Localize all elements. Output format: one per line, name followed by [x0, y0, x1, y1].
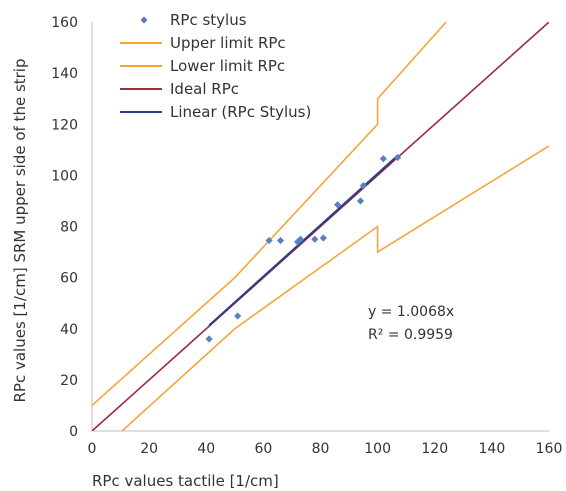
y-tick-label: 140 — [51, 66, 78, 82]
data-point — [379, 155, 387, 163]
data-point — [294, 238, 302, 246]
data-point — [394, 153, 402, 162]
legend-label: Lower limit RPc — [170, 57, 285, 75]
data-point — [265, 236, 273, 245]
legend-marker — [140, 16, 148, 24]
x-tick-label: 80 — [312, 441, 330, 457]
y-tick-label: 120 — [51, 117, 78, 133]
data-point — [276, 236, 285, 245]
series-line-4 — [208, 154, 399, 327]
y-tick-label: 60 — [60, 271, 78, 287]
x-tick-label: 160 — [536, 441, 563, 457]
y-tick-label: 40 — [60, 322, 78, 338]
data-point — [296, 235, 305, 243]
data-point — [311, 235, 319, 243]
y-tick-label: 160 — [51, 15, 78, 31]
y-tick-label: 0 — [69, 424, 78, 440]
y-tick-label: 100 — [51, 168, 78, 184]
data-point — [205, 335, 213, 343]
x-tick-label: 140 — [479, 441, 506, 457]
r-squared-label: R² = 0.9959 — [368, 327, 453, 343]
x-tick-label: 120 — [421, 441, 448, 457]
y-tick-label: 20 — [60, 373, 78, 389]
data-point — [356, 197, 365, 205]
x-tick-label: 20 — [140, 441, 158, 457]
x-tick-label: 0 — [88, 441, 97, 457]
series-points — [205, 153, 402, 343]
axes — [91, 22, 549, 432]
series-line-1 — [92, 22, 447, 407]
data-point — [319, 234, 327, 242]
x-tick-labels: 0 20 40 60 80 100 120 140 160 — [88, 441, 563, 457]
y-tick-labels: 0 20 40 60 80 100 120 140 160 — [51, 15, 78, 440]
data-point — [334, 201, 342, 209]
regression-equation: y = 1.0068x — [368, 304, 454, 320]
x-tick-label: 40 — [197, 441, 215, 457]
x-tick-label: 60 — [254, 441, 272, 457]
legend-label: Linear (RPc Stylus) — [170, 103, 311, 121]
y-tick-label: 80 — [60, 220, 78, 236]
series-lines — [92, 22, 549, 431]
y-axis-label: RPc values [1/cm] SRM upper side of the … — [11, 59, 29, 403]
legend-label: Upper limit RPc — [170, 34, 286, 52]
legend-label: RPc stylus — [170, 11, 247, 29]
x-tick-label: 100 — [364, 441, 391, 457]
x-axis-label: RPc values tactile [1/cm] — [92, 472, 279, 490]
legend: RPc stylus Upper limit RPc Lower limit RPc… — [120, 11, 311, 121]
data-point — [234, 312, 242, 320]
series-line-3 — [92, 22, 549, 431]
series-line-2 — [121, 145, 549, 431]
data-point — [359, 182, 367, 190]
legend-label: Ideal RPc — [170, 80, 239, 98]
